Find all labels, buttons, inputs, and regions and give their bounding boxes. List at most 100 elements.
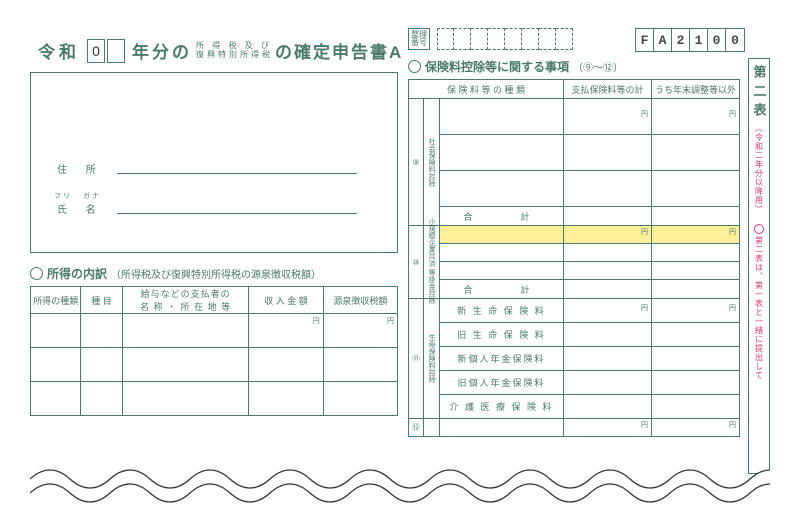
registration-number-cells <box>437 28 573 50</box>
yen-mark: 円 <box>313 318 320 325</box>
right-column: 保険料控除等に関する事項 （⑨～⑫） 保 険 料 等 の 種 類 支払保険料等の… <box>408 58 740 437</box>
life-row-4: 旧個人年金保険料 <box>440 371 564 395</box>
income-breakdown-table: 所得の種類 種 目 給与などの支払者の 名 称 ・ 所 在 地 等 収 入 金 … <box>30 286 398 416</box>
income-subtitle-text: （所得税及び復興特別所得税の源泉徴収税額） <box>111 266 321 281</box>
income-breakdown-title: 所得の内訳 （所得税及び復興特別所得税の源泉徴収税額） <box>30 265 398 282</box>
submission-note: 第二表は、第一表と一緒に提出して <box>754 236 765 380</box>
form-code-box: F A 2 1 0 0 <box>635 28 745 52</box>
side-label-9: 社会保険料控除 <box>424 99 440 226</box>
yen-mark: 円 <box>729 422 736 429</box>
life-row-1: 新 生 命 保 険 料 <box>440 299 564 323</box>
form-code-char: 0 <box>708 29 726 51</box>
table-row[interactable]: 旧個人年金保険料 <box>409 371 740 395</box>
table-row[interactable]: 円 円 <box>31 314 398 348</box>
circle-marker-icon <box>754 224 764 234</box>
form-title: 令和 0 年分の 所 得 税 及 び 復興特別所得税 の確定申告書A <box>38 38 403 63</box>
yen-mark: 円 <box>729 305 736 312</box>
side10a: 小規模企業共済 <box>428 218 435 267</box>
reg-label-l2: 番号 <box>411 39 427 47</box>
life-row-3: 新個人年金保険料 <box>440 347 564 371</box>
era-label: 令和 <box>38 38 80 63</box>
th-ins-kind: 保 険 料 等 の 種 類 <box>409 80 564 99</box>
th-revenue: 収 入 金 額 <box>249 287 323 314</box>
total-label-10: 合 計 <box>440 280 564 299</box>
th-category: 種 目 <box>81 287 123 314</box>
page-break-wave-icon <box>30 459 770 509</box>
mark-10: ⑩ <box>409 226 424 299</box>
income-header-row: 所得の種類 種 目 給与などの支払者の 名 称 ・ 所 在 地 等 収 入 金 … <box>31 287 398 314</box>
year-box-1[interactable]: 0 <box>87 39 105 63</box>
insurance-section-title: 保険料控除等に関する事項 （⑨～⑫） <box>408 58 740 75</box>
form-code-char: A <box>654 29 672 51</box>
insurance-range: （⑨～⑫） <box>573 59 623 74</box>
mark-9: ⑨ <box>409 99 424 226</box>
life-row-5: 介 護 医 療 保 険 料 <box>440 395 564 419</box>
form-name: の確定申告書A <box>275 38 403 63</box>
mark-11: ⑪ <box>409 299 424 419</box>
yen-mark: 円 <box>641 111 648 118</box>
table-2-label: 第二表 <box>750 65 769 122</box>
table-row[interactable] <box>31 382 398 416</box>
section-marker-icon <box>30 267 43 280</box>
year-box-2[interactable] <box>107 39 125 63</box>
reg-cell[interactable] <box>488 28 505 50</box>
table-row[interactable] <box>409 244 740 262</box>
reg-cell[interactable] <box>505 28 522 50</box>
yen-mark: 円 <box>641 305 648 312</box>
mark-12: ⑫ <box>409 419 424 437</box>
table-row[interactable]: ⑪ 生命保険料控除 新 生 命 保 険 料 円 円 <box>409 299 740 323</box>
ins-header-row: 保 険 料 等 の 種 類 支払保険料等の計 うち年末調整等以外 <box>409 80 740 99</box>
th-income-type: 所得の種類 <box>31 287 81 314</box>
yen-mark: 円 <box>641 422 648 429</box>
name-label: 氏 名 <box>57 201 104 216</box>
insurance-title-text: 保険料控除等に関する事項 <box>425 58 569 75</box>
registration-number-label: 整理 番号 <box>408 28 430 50</box>
table-row[interactable] <box>409 171 740 207</box>
yen-mark: 円 <box>729 111 736 118</box>
form-code-char: F <box>636 29 654 51</box>
insurance-deduction-table: 保 険 料 等 の 種 類 支払保険料等の計 うち年末調整等以外 ⑨ 社会保険料… <box>408 79 740 437</box>
reg-cell[interactable] <box>556 28 573 50</box>
total-label-9: 合 計 <box>440 207 564 226</box>
reg-cell[interactable] <box>522 28 539 50</box>
name-field-line[interactable] <box>117 213 357 214</box>
table-row[interactable]: 介 護 医 療 保 険 料 <box>409 395 740 419</box>
form-code-char: 2 <box>672 29 690 51</box>
reg-cell[interactable] <box>539 28 556 50</box>
reg-cell[interactable] <box>454 28 471 50</box>
table-row[interactable]: ⑫ 円 円 <box>409 419 740 437</box>
table-row[interactable] <box>31 348 398 382</box>
total-row-9: 合 計 <box>409 207 740 226</box>
left-column: 住 所 フリ ガナ 氏 名 所得の内訳 （所得税及び復興特別所得税の源泉徴収税額… <box>30 72 398 416</box>
total-row-10: 合 計 <box>409 280 740 299</box>
table-row[interactable] <box>409 262 740 280</box>
table-row[interactable]: ⑨ 社会保険料控除 円 円 <box>409 99 740 135</box>
tax-type-stack: 所 得 税 及 び 復興特別所得税 <box>196 42 273 60</box>
yen-mark: 円 <box>641 229 648 236</box>
year-suffix: 年分の <box>132 38 192 63</box>
th-payer-l1: 給与などの支払者の <box>123 287 249 300</box>
table-row[interactable] <box>409 135 740 171</box>
furigana-prefix: フリ <box>54 191 72 201</box>
life-row-2: 旧 生 命 保 険 料 <box>440 323 564 347</box>
table-row[interactable]: 旧 生 命 保 険 料 <box>409 323 740 347</box>
address-label: 住 所 <box>57 161 104 176</box>
address-field-line[interactable] <box>117 173 357 174</box>
reg-cell[interactable] <box>437 28 454 50</box>
th-ins-paid: 支払保険料等の計 <box>564 80 652 99</box>
table-row[interactable]: ⑩ 小規模企業共済等掛金控除 円 円 <box>409 226 740 244</box>
right-vertical-strip: 第二表 （令和二年分以降用） 第二表は、第一表と一緒に提出して <box>748 58 770 474</box>
side10b: 等掛金控除 <box>428 269 435 304</box>
yen-mark: 円 <box>729 229 736 236</box>
income-title-text: 所得の内訳 <box>47 265 107 282</box>
reg-cell[interactable] <box>471 28 488 50</box>
form-code-char: 1 <box>690 29 708 51</box>
side-label-10: 小規模企業共済等掛金控除 <box>424 226 440 299</box>
identity-box: 住 所 フリ ガナ 氏 名 <box>30 72 398 253</box>
table-row[interactable]: 新個人年金保険料 <box>409 347 740 371</box>
th-payer-l2: 名 称 ・ 所 在 地 等 <box>123 300 249 313</box>
tax-form-page: 整理 番号 F A 2 1 0 0 令和 0 年分の 所 得 税 及 び 復興特… <box>0 0 800 517</box>
furigana-suffix: ガナ <box>83 191 101 201</box>
side-label-11: 生命保険料控除 <box>424 299 440 419</box>
tax-type-l2: 復興特別所得税 <box>196 51 273 60</box>
